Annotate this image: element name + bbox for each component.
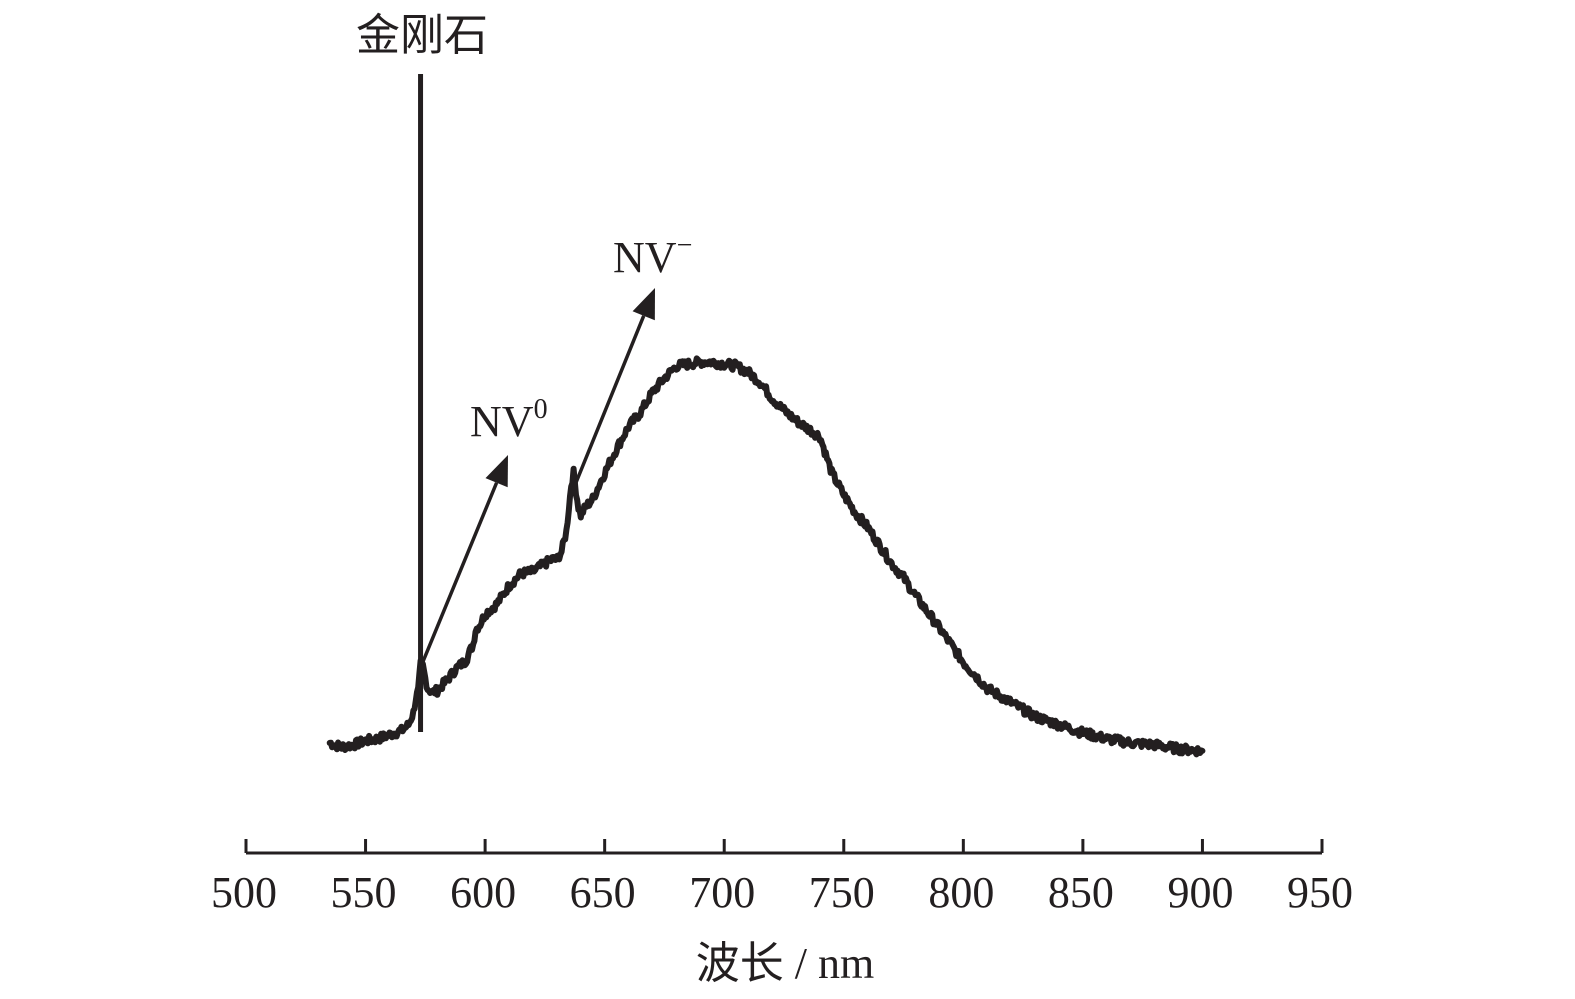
nv0-arrow-shaft <box>420 482 499 665</box>
nv-minus-arrow-head <box>632 288 655 321</box>
x-axis: 500 550 600 650 700 750 800 850 900 950 <box>211 839 1353 917</box>
x-tick-label: 750 <box>809 868 875 917</box>
diamond-label: 金刚石 <box>356 11 488 60</box>
x-tick-label: 500 <box>211 868 277 917</box>
nv-minus-arrow-shaft <box>571 315 646 491</box>
x-tick-label: 650 <box>570 868 636 917</box>
x-tick-label: 850 <box>1048 868 1114 917</box>
x-tick-label: 550 <box>331 868 397 917</box>
x-tick-label: 600 <box>450 868 516 917</box>
x-tick-label: 900 <box>1167 868 1233 917</box>
annotations: 金刚石 NV0 NV− <box>356 11 692 665</box>
spectrum-line <box>326 355 1206 758</box>
nv-minus-label: NV− <box>613 230 692 282</box>
nv0-label: NV0 <box>470 394 548 446</box>
x-tick-label: 800 <box>928 868 994 917</box>
x-axis-label: 波长 / nm <box>696 939 874 988</box>
x-tick-label: 700 <box>689 868 755 917</box>
nv0-arrow-head <box>485 455 508 488</box>
x-axis-ticks: 500 550 600 650 700 750 800 850 900 950 <box>211 839 1353 917</box>
x-tick-label: 950 <box>1287 868 1353 917</box>
